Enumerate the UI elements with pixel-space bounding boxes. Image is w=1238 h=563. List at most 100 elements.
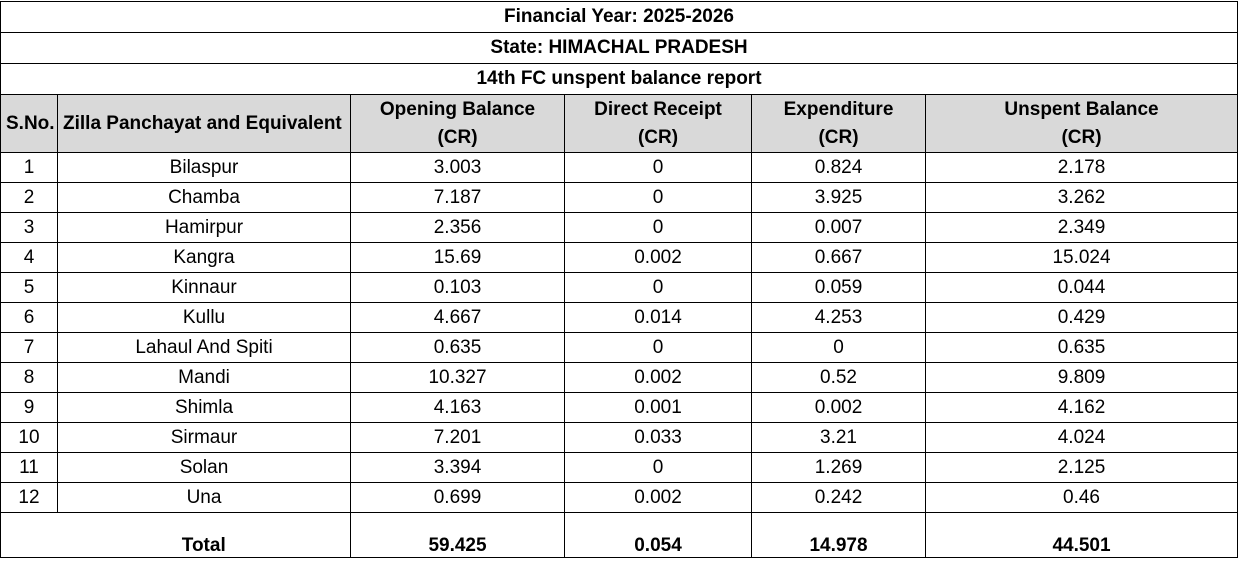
- state-title: State: HIMACHAL PRADESH: [0, 32, 1238, 64]
- header-unspent-line2: (CR): [1061, 126, 1102, 148]
- cell-unspent-balance: 3.262: [924, 182, 1238, 213]
- total-opening: 59.425: [350, 512, 565, 558]
- cell-opening-balance: 4.163: [350, 392, 565, 423]
- cell-expenditure: 3.925: [751, 182, 926, 213]
- cell-sno: 11: [0, 452, 58, 483]
- cell-sno: 5: [0, 272, 58, 303]
- table-row: 2 Chamba 7.187 0 3.925 3.262: [0, 182, 1238, 213]
- total-label: Total: [57, 512, 351, 558]
- cell-opening-balance: 0.699: [350, 482, 565, 513]
- cell-sno: 9: [0, 392, 58, 423]
- cell-sno: 8: [0, 362, 58, 393]
- cell-unspent-balance: 2.125: [924, 452, 1238, 483]
- table-row: 12 Una 0.699 0.002 0.242 0.46: [0, 482, 1238, 513]
- header-sno: S.No.: [0, 94, 58, 153]
- cell-opening-balance: 10.327: [350, 362, 565, 393]
- column-header-row: S.No. Zilla Panchayat and Equivalent Ope…: [0, 94, 1238, 153]
- cell-unspent-balance: 0.46: [924, 482, 1238, 513]
- table-row: 1 Bilaspur 3.003 0 0.824 2.178: [0, 152, 1238, 183]
- cell-direct-receipt: 0: [564, 152, 752, 183]
- cell-direct-receipt: 0.014: [564, 302, 752, 333]
- table-row: 3 Hamirpur 2.356 0 0.007 2.349: [0, 212, 1238, 243]
- cell-expenditure: 0.824: [751, 152, 926, 183]
- cell-direct-receipt: 0.001: [564, 392, 752, 423]
- cell-direct-receipt: 0.002: [564, 242, 752, 273]
- cell-opening-balance: 0.635: [350, 332, 565, 363]
- cell-sno: 6: [0, 302, 58, 333]
- table-row: 10 Sirmaur 7.201 0.033 3.21 4.024: [0, 422, 1238, 453]
- cell-unspent-balance: 2.178: [924, 152, 1238, 183]
- cell-unspent-balance: 0.429: [924, 302, 1238, 333]
- report-title: 14th FC unspent balance report: [0, 63, 1238, 95]
- cell-zilla-name: Chamba: [57, 182, 351, 213]
- table-row: 6 Kullu 4.667 0.014 4.253 0.429: [0, 302, 1238, 333]
- cell-sno: 1: [0, 152, 58, 183]
- cell-direct-receipt: 0: [564, 332, 752, 363]
- total-row: Total 59.425 0.054 14.978 44.501: [0, 512, 1238, 558]
- cell-opening-balance: 4.667: [350, 302, 565, 333]
- cell-expenditure: 3.21: [751, 422, 926, 453]
- cell-sno: 7: [0, 332, 58, 363]
- financial-year-title: Financial Year: 2025-2026: [0, 1, 1238, 33]
- table-row: 8 Mandi 10.327 0.002 0.52 9.809: [0, 362, 1238, 393]
- cell-opening-balance: 0.103: [350, 272, 565, 303]
- cell-opening-balance: 3.394: [350, 452, 565, 483]
- cell-zilla-name: Solan: [57, 452, 351, 483]
- cell-direct-receipt: 0: [564, 272, 752, 303]
- cell-unspent-balance: 4.024: [924, 422, 1238, 453]
- cell-opening-balance: 7.201: [350, 422, 565, 453]
- table-row: 9 Shimla 4.163 0.001 0.002 4.162: [0, 392, 1238, 423]
- header-expenditure: Expenditure (CR): [751, 94, 926, 153]
- cell-zilla-name: Kullu: [57, 302, 351, 333]
- header-unspent-balance: Unspent Balance (CR): [924, 94, 1238, 153]
- table-row: 11 Solan 3.394 0 1.269 2.125: [0, 452, 1238, 483]
- cell-unspent-balance: 15.024: [924, 242, 1238, 273]
- cell-sno: 4: [0, 242, 58, 273]
- total-blank-cell: [0, 512, 58, 558]
- cell-zilla-name: Kinnaur: [57, 272, 351, 303]
- header-receipt-line1: Direct Receipt: [594, 98, 722, 120]
- cell-zilla-name: Hamirpur: [57, 212, 351, 243]
- table-row: 4 Kangra 15.69 0.002 0.667 15.024: [0, 242, 1238, 273]
- cell-expenditure: 0.667: [751, 242, 926, 273]
- cell-unspent-balance: 0.635: [924, 332, 1238, 363]
- cell-opening-balance: 2.356: [350, 212, 565, 243]
- cell-direct-receipt: 0: [564, 212, 752, 243]
- cell-sno: 10: [0, 422, 58, 453]
- cell-unspent-balance: 4.162: [924, 392, 1238, 423]
- cell-expenditure: 0: [751, 332, 926, 363]
- header-expenditure-line2: (CR): [818, 126, 859, 148]
- total-receipt: 0.054: [564, 512, 752, 558]
- cell-sno: 12: [0, 482, 58, 513]
- header-opening-line2: (CR): [437, 126, 478, 148]
- cell-direct-receipt: 0: [564, 182, 752, 213]
- cell-unspent-balance: 9.809: [924, 362, 1238, 393]
- cell-zilla-name: Sirmaur: [57, 422, 351, 453]
- cell-direct-receipt: 0.002: [564, 362, 752, 393]
- cell-expenditure: 1.269: [751, 452, 926, 483]
- cell-zilla-name: Kangra: [57, 242, 351, 273]
- header-opening-balance: Opening Balance (CR): [350, 94, 565, 153]
- table-row: 7 Lahaul And Spiti 0.635 0 0 0.635: [0, 332, 1238, 363]
- cell-opening-balance: 7.187: [350, 182, 565, 213]
- cell-expenditure: 0.059: [751, 272, 926, 303]
- cell-expenditure: 0.002: [751, 392, 926, 423]
- cell-expenditure: 0.007: [751, 212, 926, 243]
- header-direct-receipt: Direct Receipt (CR): [564, 94, 752, 153]
- cell-unspent-balance: 0.044: [924, 272, 1238, 303]
- total-unspent: 44.501: [924, 512, 1238, 558]
- cell-unspent-balance: 2.349: [924, 212, 1238, 243]
- cell-sno: 3: [0, 212, 58, 243]
- cell-zilla-name: Bilaspur: [57, 152, 351, 183]
- header-receipt-line2: (CR): [637, 126, 679, 148]
- cell-expenditure: 4.253: [751, 302, 926, 333]
- cell-zilla-name: Shimla: [57, 392, 351, 423]
- cell-zilla-name: Lahaul And Spiti: [57, 332, 351, 363]
- header-unspent-line1: Unspent Balance: [1004, 98, 1159, 120]
- cell-expenditure: 0.52: [751, 362, 926, 393]
- cell-direct-receipt: 0.002: [564, 482, 752, 513]
- header-opening-line1: Opening Balance: [379, 98, 536, 120]
- cell-zilla-name: Mandi: [57, 362, 351, 393]
- header-expenditure-line1: Expenditure: [783, 98, 894, 120]
